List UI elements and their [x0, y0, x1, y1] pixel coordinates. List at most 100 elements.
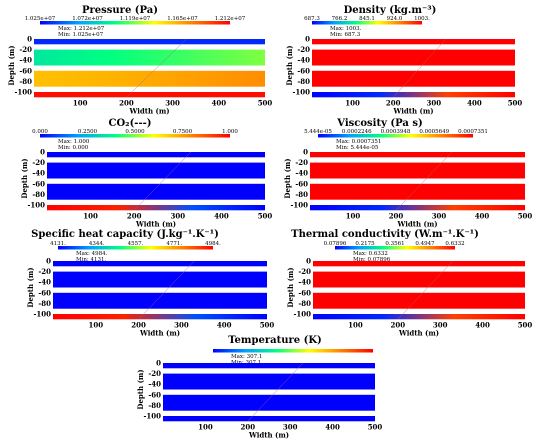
- colorbar: [40, 21, 230, 25]
- y-tick-label: 0: [27, 35, 32, 44]
- panel-4: Viscosity (Pa s) 5.444e-05 0.0002246 0.0003…: [283, 118, 532, 228]
- y-axis-label: Depth (m): [285, 45, 294, 85]
- y-tick-label: -40: [298, 278, 311, 287]
- x-tick-label: 500: [368, 422, 383, 431]
- colorbar-tick-label: 0.6332: [445, 241, 464, 247]
- layer-band: [163, 363, 375, 369]
- y-tick-label: -80: [32, 190, 45, 199]
- y-tick-label: -80: [148, 401, 161, 410]
- x-tick-label: 300: [283, 422, 298, 431]
- y-tick-label: -60: [32, 179, 45, 188]
- y-axis-label: Depth (m): [283, 158, 292, 198]
- y-tick-label: -60: [148, 390, 161, 399]
- colorbar-tick-label: 1.119e+07: [120, 16, 151, 22]
- colorbar-tick-label: 0.07896: [324, 241, 347, 247]
- x-tick-label: 400: [217, 320, 232, 329]
- colorbar-tick-label: 0.5000: [125, 129, 145, 135]
- x-tick-label: 200: [389, 211, 404, 220]
- colorbar-tick-label: 0.0007351: [458, 129, 488, 135]
- colorbar-tick-label: 0.2500: [78, 129, 98, 135]
- x-tick-label: 400: [475, 211, 490, 220]
- y-tick-label: 0: [46, 257, 51, 266]
- colorbar-tick-label: 4557.: [128, 241, 144, 247]
- min-label: Min: 4131.: [76, 257, 107, 263]
- colorbar-tick-label: 1.072e+07: [72, 16, 103, 22]
- layer-band: [312, 92, 515, 98]
- y-tick-label: 0: [306, 257, 311, 266]
- x-tick-label: 400: [467, 98, 482, 107]
- x-axis-label: Width (m): [128, 106, 169, 115]
- y-axis-label: Depth (m): [136, 369, 145, 409]
- x-tick-label: 400: [211, 98, 226, 107]
- max-label: Max: 1003.: [330, 26, 362, 32]
- y-tick-label: -20: [297, 45, 310, 54]
- y-tick-label: -20: [19, 45, 32, 54]
- colorbar: [40, 134, 230, 138]
- x-tick-label: 400: [325, 422, 340, 431]
- fault-line: [138, 260, 195, 320]
- x-tick-label: 500: [508, 98, 523, 107]
- x-tick-label: 100: [346, 211, 361, 220]
- colorbar: [58, 246, 213, 250]
- colorbar: [335, 246, 455, 250]
- layer-band: [310, 205, 525, 211]
- layer-band: [313, 314, 525, 320]
- layer-band: [313, 292, 525, 309]
- colorbar-tick-label: 0.2175: [355, 241, 375, 247]
- x-axis-label: Width (m): [392, 106, 433, 115]
- min-label: Min: 1.025e+07: [58, 32, 104, 38]
- colorbar-tick-label: 4771.: [166, 241, 182, 247]
- layer-band: [312, 39, 515, 45]
- x-tick-label: 500: [518, 211, 533, 220]
- max-label: Max: 4984.: [76, 251, 108, 257]
- layer-band: [312, 70, 515, 87]
- colorbar-tick-label: 1.212e+07: [215, 16, 246, 22]
- y-tick-label: 0: [156, 359, 161, 368]
- y-tick-label: -100: [292, 88, 310, 97]
- y-tick-label: -60: [38, 288, 51, 297]
- colorbar-tick-label: 687.3: [304, 16, 320, 22]
- y-tick-label: -20: [32, 158, 45, 167]
- y-tick-label: -80: [38, 299, 51, 308]
- y-tick-label: -80: [295, 190, 308, 199]
- colorbar-tick-label: 924.0: [387, 16, 403, 22]
- max-label: Max: 1.212e+07: [58, 26, 105, 32]
- y-tick-label: -100: [14, 88, 32, 97]
- x-axis-label: Width (m): [396, 219, 437, 228]
- y-tick-label: -20: [298, 267, 311, 276]
- y-axis-label: Depth (m): [20, 158, 29, 198]
- colorbar-tick-label: 0.3561: [385, 241, 404, 247]
- panel-3: CO₂(---) 0.000 0.2500 0.5000 0.7500 1.000 Max:…: [20, 118, 272, 228]
- layer-band: [310, 152, 525, 158]
- layer-band: [47, 183, 265, 200]
- y-tick-label: 0: [40, 148, 45, 157]
- layer-band: [312, 49, 515, 66]
- x-tick-label: 300: [170, 211, 185, 220]
- x-tick-label: 200: [390, 320, 405, 329]
- x-axis-label: Width (m): [398, 328, 439, 337]
- x-tick-label: 100: [348, 320, 363, 329]
- panel-title: Specific heat capacity (J.kg⁻¹.K⁻¹): [31, 229, 219, 240]
- x-tick-label: 200: [386, 98, 401, 107]
- colorbar-tick-label: 845.1: [359, 16, 375, 22]
- y-tick-label: 0: [303, 148, 308, 157]
- colorbar: [312, 21, 422, 25]
- colorbar-tick-label: 4344.: [89, 241, 105, 247]
- fault-line: [395, 151, 453, 211]
- x-tick-label: 500: [258, 211, 273, 220]
- y-tick-label: -40: [32, 169, 45, 178]
- panel-title: Pressure (Pa): [82, 5, 158, 16]
- panel-title: Density (kg.m⁻³): [344, 5, 437, 16]
- x-tick-label: 200: [127, 211, 142, 220]
- x-tick-label: 100: [345, 98, 360, 107]
- y-axis-label: Depth (m): [26, 267, 35, 307]
- y-axis-label: Depth (m): [7, 45, 16, 85]
- x-tick-label: 400: [475, 320, 490, 329]
- min-label: Min: 5.444e-05: [336, 145, 379, 151]
- x-tick-label: 100: [73, 98, 88, 107]
- x-tick-label: 300: [432, 211, 447, 220]
- x-tick-label: 300: [433, 320, 448, 329]
- x-tick-label: 100: [88, 320, 103, 329]
- x-tick-label: 300: [174, 320, 189, 329]
- layer-band: [47, 205, 265, 211]
